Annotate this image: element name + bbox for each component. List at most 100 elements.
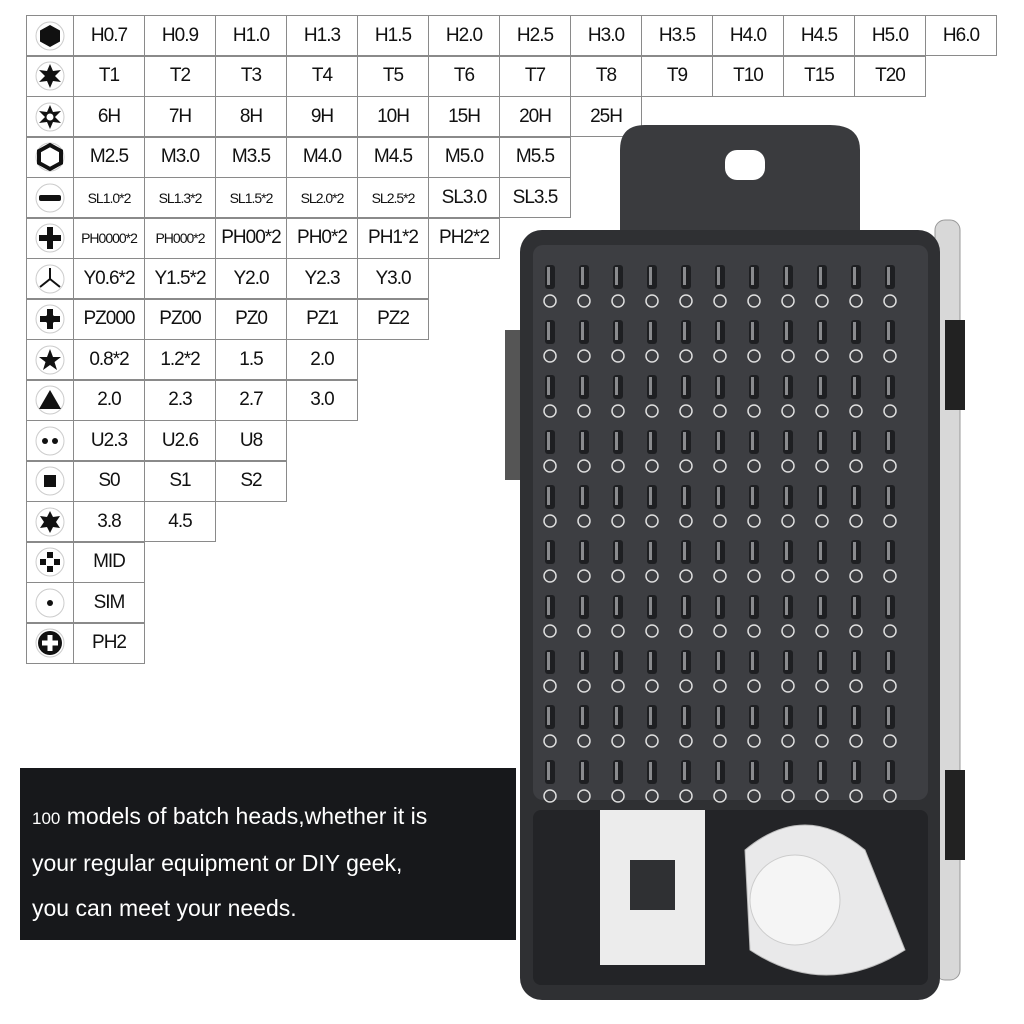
bit-size-cell: SL3.0 bbox=[428, 177, 500, 218]
bit bbox=[577, 595, 591, 638]
bit-size-cell: H0.7 bbox=[73, 15, 145, 56]
bit bbox=[883, 705, 897, 748]
bit bbox=[747, 760, 761, 803]
bit bbox=[815, 375, 829, 418]
spec-row: 0.8*2 1.2*2 1.5 2.0 bbox=[26, 339, 358, 381]
bit bbox=[713, 540, 727, 583]
bit-size-cell: U8 bbox=[215, 420, 287, 461]
bit bbox=[849, 375, 863, 418]
bit-size-cell: H2.0 bbox=[428, 15, 500, 56]
bit-size-cell: T20 bbox=[854, 55, 926, 97]
bit bbox=[815, 320, 829, 363]
spec-row: 2.0 2.3 2.7 3.0 bbox=[26, 379, 358, 422]
u-shape-icon bbox=[26, 420, 74, 461]
spec-row: H0.7 H0.9 H1.0 H1.3 H1.5 H2.0 H2.5 H3.0 H3.5 H4.0… bbox=[26, 15, 997, 57]
bit bbox=[679, 595, 693, 638]
bit bbox=[679, 375, 693, 418]
bit bbox=[815, 595, 829, 638]
spec-row: SL1.0*2 SL1.3*2 SL1.5*2 SL2.0*2 SL2.5*2 SL3.0… bbox=[26, 177, 571, 219]
bit-size-cell: 6H bbox=[73, 96, 145, 137]
bit bbox=[849, 705, 863, 748]
bit bbox=[713, 265, 727, 308]
bit-size-cell: M4.5 bbox=[357, 136, 429, 178]
bit bbox=[577, 705, 591, 748]
bit bbox=[815, 705, 829, 748]
bit-size-cell: M4.0 bbox=[286, 136, 358, 178]
bit-size-cell: 0.8*2 bbox=[73, 339, 145, 380]
bit bbox=[577, 760, 591, 803]
bit bbox=[611, 265, 625, 308]
bit-size-cell: PZ00 bbox=[144, 298, 216, 340]
bit-size-cell: PH0000*2 bbox=[73, 217, 145, 259]
bit-size-cell: PH2*2 bbox=[428, 217, 500, 259]
bit bbox=[713, 595, 727, 638]
bit bbox=[577, 485, 591, 528]
bit-size-cell: H2.5 bbox=[499, 15, 571, 56]
bit-size-cell: U2.3 bbox=[73, 420, 145, 461]
bit-size-cell: T2 bbox=[144, 55, 216, 97]
bit bbox=[645, 485, 659, 528]
spec-row: MID bbox=[26, 541, 145, 584]
bit bbox=[679, 320, 693, 363]
bit-size-cell: M5.0 bbox=[428, 136, 500, 178]
bit bbox=[679, 265, 693, 308]
pozidriv-icon bbox=[26, 298, 74, 340]
banner-line-2: your regular equipment or DIY geek, bbox=[32, 850, 403, 876]
bit-size-cell: 2.0 bbox=[286, 339, 358, 380]
square-icon bbox=[26, 460, 74, 502]
torx-hole-icon bbox=[26, 96, 74, 137]
bit bbox=[543, 540, 557, 583]
bit bbox=[781, 595, 795, 638]
bit-size-cell: H3.0 bbox=[570, 15, 642, 56]
bit bbox=[645, 760, 659, 803]
bit bbox=[883, 595, 897, 638]
bit-size-cell: 8H bbox=[215, 96, 287, 137]
bit bbox=[611, 375, 625, 418]
bit bbox=[611, 320, 625, 363]
bit bbox=[849, 760, 863, 803]
banner-count: 100 bbox=[32, 809, 61, 828]
bit bbox=[849, 485, 863, 528]
bit-size-cell: 1.2*2 bbox=[144, 339, 216, 380]
spec-row: S0 S1 S2 bbox=[26, 460, 287, 503]
banner-line-3: you can meet your needs. bbox=[32, 895, 297, 921]
bit bbox=[611, 430, 625, 473]
bit-size-cell: Y1.5*2 bbox=[144, 258, 216, 299]
bit-size-cell: Y3.0 bbox=[357, 258, 429, 299]
bit bbox=[543, 265, 557, 308]
spec-row: PZ000 PZ00 PZ0 PZ1 PZ2 bbox=[26, 298, 429, 341]
bit bbox=[713, 375, 727, 418]
bit-size-cell: PH2 bbox=[73, 622, 145, 664]
bit-size-cell: H1.0 bbox=[215, 15, 287, 56]
bit bbox=[781, 760, 795, 803]
bit-size-cell: T8 bbox=[570, 55, 642, 97]
hex-icon bbox=[26, 15, 74, 56]
bit bbox=[883, 540, 897, 583]
bit bbox=[815, 430, 829, 473]
bit bbox=[543, 430, 557, 473]
spec-row: PH2 bbox=[26, 622, 145, 665]
bit-size-cell: T6 bbox=[428, 55, 500, 97]
bit-size-cell: S2 bbox=[215, 460, 287, 502]
spec-row: U2.3 U2.6 U8 bbox=[26, 420, 287, 462]
bit bbox=[543, 760, 557, 803]
bit bbox=[679, 705, 693, 748]
screwdriver-kit-case-image bbox=[505, 125, 965, 1000]
banner-line-1: 100 models of batch heads,whether it is bbox=[32, 794, 516, 841]
bit-size-cell: 20H bbox=[499, 96, 571, 137]
bit bbox=[747, 265, 761, 308]
bit bbox=[543, 320, 557, 363]
bit-size-cell: H1.3 bbox=[286, 15, 358, 56]
bit bbox=[645, 595, 659, 638]
bit-size-cell: 2.3 bbox=[144, 379, 216, 421]
bit-size-cell: S0 bbox=[73, 460, 145, 502]
bit bbox=[781, 540, 795, 583]
bit bbox=[645, 650, 659, 693]
bit-size-cell: PH000*2 bbox=[144, 217, 216, 259]
bit bbox=[611, 485, 625, 528]
bit bbox=[781, 430, 795, 473]
bit bbox=[679, 430, 693, 473]
bit-size-cell: PZ0 bbox=[215, 298, 287, 340]
bit bbox=[849, 265, 863, 308]
bit bbox=[611, 595, 625, 638]
